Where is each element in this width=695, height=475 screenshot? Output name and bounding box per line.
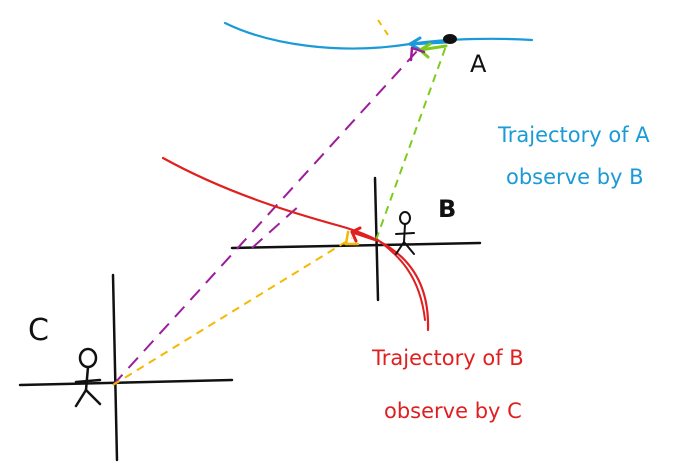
- yellow-dashed-line-c-to-b: [112, 237, 353, 386]
- stick-figure-b-icon: [395, 211, 415, 255]
- trajectory-a-curve: [223, 21, 534, 50]
- trajectory-b-curve-lower: [377, 239, 426, 321]
- red-velocity-arrow: [350, 226, 378, 243]
- label-point-a: A: [470, 50, 487, 78]
- caption-trajectory-a-line1: Trajectory of A: [497, 123, 650, 147]
- caption-trajectory-a-line2: observe by B: [506, 165, 644, 189]
- trajectory-b-curve: [161, 156, 430, 332]
- label-point-b: B: [438, 195, 456, 223]
- yellow-dashed-short: [377, 19, 389, 36]
- point-a-dot: [443, 34, 457, 44]
- caption-trajectory-b-line1: Trajectory of B: [371, 346, 524, 370]
- caption-trajectory-b-line2: observe by C: [384, 399, 522, 423]
- label-point-c: C: [28, 313, 49, 348]
- stick-figure-c-icon: [74, 347, 102, 408]
- axes-c: [18, 273, 234, 462]
- purple-arrowhead: [409, 46, 426, 62]
- yellow-arrowhead: [344, 230, 360, 246]
- green-dashed-line-b-to-a: [375, 45, 447, 241]
- purple-dashed-line-c-to-a: [112, 49, 419, 386]
